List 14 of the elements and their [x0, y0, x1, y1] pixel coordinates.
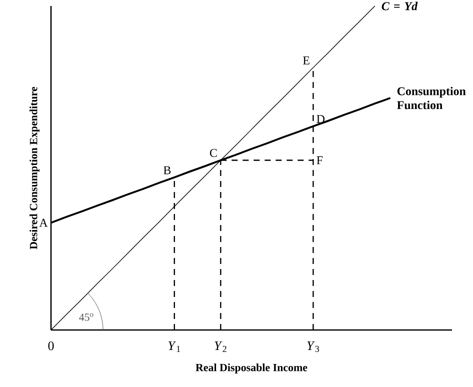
x-tick-label: Y$_{2}$ — [214, 342, 226, 352]
y-axis-title: Desired Consumption Expenditure — [30, 86, 40, 250]
annotation: C — [210, 148, 217, 158]
x-axis-title: Real Disposable Income — [196, 364, 308, 374]
annotation: A — [39, 218, 48, 227]
annotation: E — [303, 56, 310, 64]
x-tick-label: 0 — [48, 342, 54, 350]
annotation: 45$^{o}$ — [79, 313, 94, 321]
series-label: Consumption Function — [397, 86, 466, 110]
annotation: B — [164, 166, 171, 174]
x-tick-label: Y$_{3}$ — [307, 342, 320, 352]
x-tick-label: Y$_{1}$ — [168, 342, 180, 352]
annotation: F — [316, 156, 323, 164]
series-label: C = Yd — [382, 2, 418, 10]
